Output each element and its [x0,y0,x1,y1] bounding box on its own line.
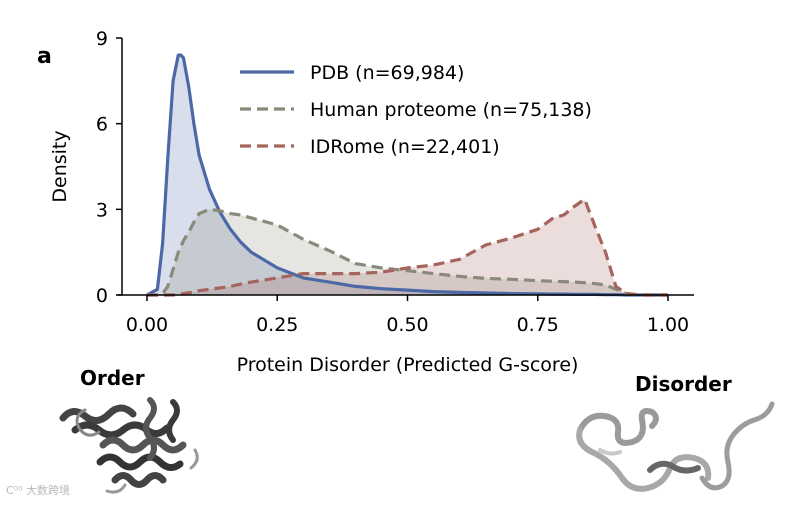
disordered-protein-illustration [576,401,775,492]
legend-label: PDB (n=69,984) [310,62,464,84]
panel-label: a [37,44,52,69]
y-tick-label: 3 [96,199,108,221]
y-tick-label: 0 [96,285,108,307]
order-label: Order [80,366,145,390]
legend: PDB (n=69,984) Human proteome (n=75,138) I… [240,62,592,158]
human-proteome-area [147,209,668,295]
y-tick-label: 6 [96,114,108,136]
y-tick-label: 9 [96,28,108,50]
legend-label: Human proteome (n=75,138) [310,99,592,121]
ordered-protein-illustration [59,397,199,494]
x-axis-label: Protein Disorder (Predicted G-score) [237,354,579,376]
pdb-area [147,55,668,295]
x-tick-label: 0.50 [386,314,428,336]
watermark: C⁰⁰ 大数跨境 [6,484,70,497]
x-tick-label: 1.00 [647,314,689,336]
x-tick-label: 0.25 [256,314,298,336]
disorder-label: Disorder [635,372,732,396]
human-proteome-line [147,207,668,297]
idrome-area [147,199,668,295]
axes: 0.00 0.25 0.50 0.75 1.00 0 3 6 9 Protein Disorder… [49,28,694,376]
x-tick-label: 0.75 [517,314,559,336]
y-axis-label: Density [49,130,71,202]
x-tick-label: 0.00 [126,314,168,336]
series-areas [147,55,668,295]
legend-label: IDRome (n=22,401) [310,136,500,158]
